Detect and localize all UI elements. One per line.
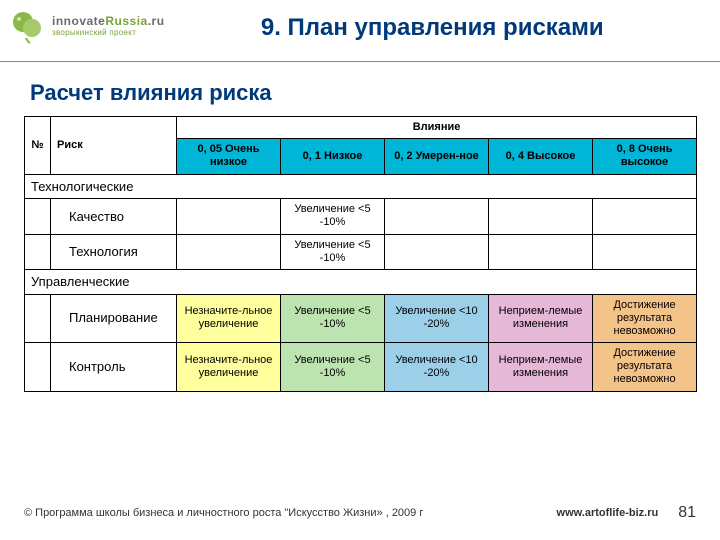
logo-word-2: Russia [105, 14, 147, 28]
col-c5-header: 0, 8 Очень высокое [593, 139, 697, 174]
col-c1-header: 0, 05 Очень низкое [177, 139, 281, 174]
row-quality: Качество Увеличение <5 -10% [25, 199, 697, 234]
cell-quality-c5 [593, 199, 697, 234]
cell-num [25, 343, 51, 392]
cell-control-c5: Достижение результата невозможно [593, 343, 697, 392]
section-subtitle: Расчет влияния риска [30, 80, 720, 106]
risk-control-name: Контроль [51, 343, 177, 392]
logo-word-1: innovate [52, 14, 105, 28]
logo: innovateRussia.ru зворыкинский проект [10, 8, 165, 44]
col-c3-header: 0, 2 Умерен-ное [385, 139, 489, 174]
row-planning: Планирование Незначите-льное увеличение … [25, 294, 697, 343]
brain-icon [10, 8, 46, 44]
cell-num [25, 294, 51, 343]
cell-planning-c4: Неприем-лемые изменения [489, 294, 593, 343]
cell-planning-c1: Незначите-льное увеличение [177, 294, 281, 343]
category-mgmt-label: Управленческие [25, 269, 697, 294]
cell-quality-c3 [385, 199, 489, 234]
cell-control-c1: Незначите-льное увеличение [177, 343, 281, 392]
risk-planning-name: Планирование [51, 294, 177, 343]
logo-tagline: зворыкинский проект [52, 29, 165, 37]
table-header-row-1: № Риск Влияние [25, 117, 697, 139]
footer: © Программа школы бизнеса и личностного … [0, 504, 720, 522]
col-risk-header: Риск [51, 117, 177, 175]
col-num-header: № [25, 117, 51, 175]
cell-planning-c2: Увеличение <5 -10% [281, 294, 385, 343]
risk-table-container: № Риск Влияние 0, 05 Очень низкое 0, 1 Н… [0, 116, 720, 392]
cell-planning-c5: Достижение результата невозможно [593, 294, 697, 343]
cell-technology-c5 [593, 234, 697, 269]
risk-technology-name: Технология [51, 234, 177, 269]
cell-num [25, 234, 51, 269]
cell-technology-c3 [385, 234, 489, 269]
category-tech: Технологические [25, 174, 697, 199]
footer-page-number: 81 [678, 504, 696, 522]
footer-site: www.artoflife-biz.ru [557, 507, 659, 519]
cell-quality-c1 [177, 199, 281, 234]
header: innovateRussia.ru зворыкинский проект 9.… [0, 0, 720, 62]
cell-technology-c4 [489, 234, 593, 269]
footer-copyright: © Программа школы бизнеса и личностного … [24, 507, 557, 519]
cell-quality-c4 [489, 199, 593, 234]
category-mgmt: Управленческие [25, 269, 697, 294]
page-title: 9. План управления рисками [165, 8, 700, 42]
cell-technology-c2: Увеличение <5 -10% [281, 234, 385, 269]
col-influence-header: Влияние [177, 117, 697, 139]
logo-word-3: .ru [148, 14, 165, 28]
row-technology: Технология Увеличение <5 -10% [25, 234, 697, 269]
col-c4-header: 0, 4 Высокое [489, 139, 593, 174]
logo-text: innovateRussia.ru зворыкинский проект [52, 15, 165, 37]
cell-planning-c3: Увеличение <10 -20% [385, 294, 489, 343]
cell-quality-c2: Увеличение <5 -10% [281, 199, 385, 234]
cell-control-c4: Неприем-лемые изменения [489, 343, 593, 392]
category-tech-label: Технологические [25, 174, 697, 199]
risk-table: № Риск Влияние 0, 05 Очень низкое 0, 1 Н… [24, 116, 697, 392]
cell-control-c2: Увеличение <5 -10% [281, 343, 385, 392]
cell-technology-c1 [177, 234, 281, 269]
cell-control-c3: Увеличение <10 -20% [385, 343, 489, 392]
col-c2-header: 0, 1 Низкое [281, 139, 385, 174]
cell-num [25, 199, 51, 234]
risk-quality-name: Качество [51, 199, 177, 234]
row-control: Контроль Незначите-льное увеличение Увел… [25, 343, 697, 392]
